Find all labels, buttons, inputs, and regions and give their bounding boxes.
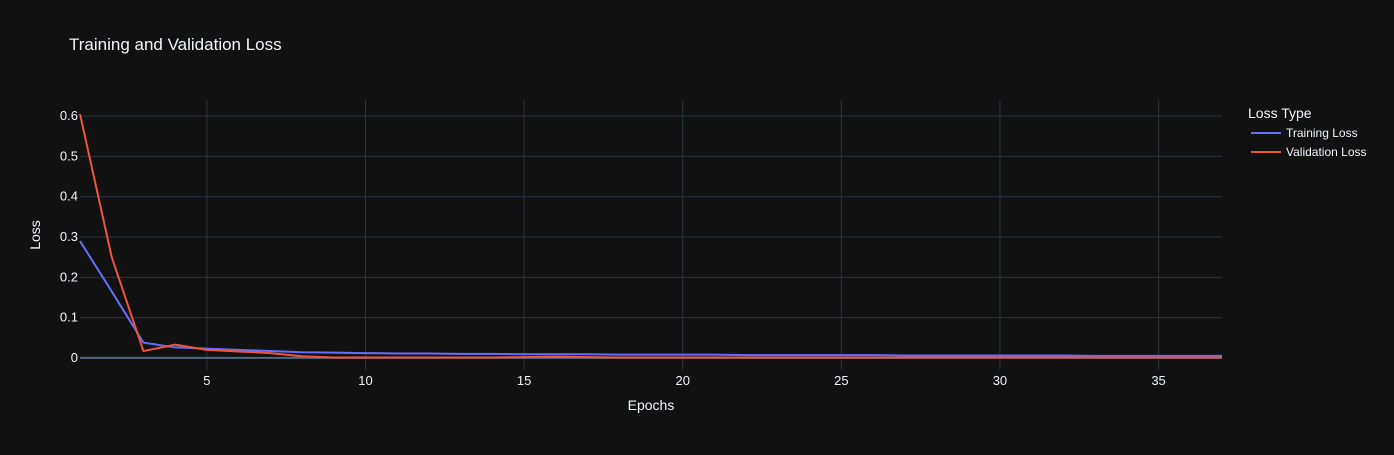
x-tick-label: 15	[517, 373, 531, 388]
x-axis-label: Epochs	[628, 397, 675, 413]
legend[interactable]: Loss Type Training Loss Validation Loss	[1248, 105, 1367, 159]
legend-label: Training Loss	[1286, 126, 1358, 140]
y-tick-label: 0	[71, 350, 78, 365]
y-tick-label: 0.2	[60, 269, 78, 284]
legend-title: Loss Type	[1248, 105, 1312, 121]
x-tick-label: 30	[993, 373, 1007, 388]
y-tick-label: 0.5	[60, 148, 78, 163]
x-tick-label: 5	[203, 373, 210, 388]
grid-layer	[80, 100, 1222, 370]
y-tick-label: 0.1	[60, 310, 78, 325]
series-line-validation-loss[interactable]	[79, 113, 1222, 359]
x-tick-label: 25	[834, 373, 848, 388]
x-tick-label: 20	[675, 373, 689, 388]
y-tick-label: 0.6	[60, 108, 78, 123]
y-tick-label: 0.3	[60, 229, 78, 244]
y-axis-label: Loss	[27, 220, 43, 250]
x-tick-label: 35	[1151, 373, 1165, 388]
chart-title: Training and Validation Loss	[69, 35, 282, 54]
legend-items[interactable]: Training Loss Validation Loss	[1251, 126, 1367, 159]
legend-label: Validation Loss	[1286, 145, 1367, 159]
series-line-training-loss[interactable]	[79, 240, 1222, 357]
legend-item[interactable]: Training Loss	[1251, 126, 1358, 140]
y-tick-label: 0.4	[60, 189, 78, 204]
tick-layer: 5 10 15 20 25 30 35 0 0.1 0.2 0.3 0.4 0.5 0.6	[60, 108, 1166, 388]
x-tick-label: 10	[358, 373, 372, 388]
legend-item[interactable]: Validation Loss	[1251, 145, 1367, 159]
series-layer	[79, 113, 1222, 359]
